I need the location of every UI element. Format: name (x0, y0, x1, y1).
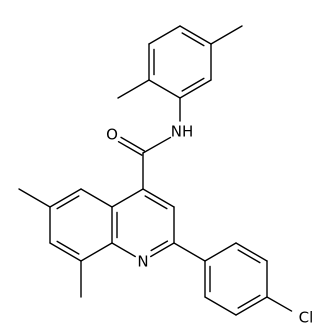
bond (173, 242, 206, 262)
bond (144, 195, 168, 210)
bond (117, 140, 143, 156)
bond (80, 188, 113, 208)
bond (111, 242, 136, 258)
bond (210, 25, 243, 45)
bond (148, 25, 181, 45)
oxygen-label: O (106, 126, 118, 144)
bond (148, 79, 181, 99)
bond (179, 79, 212, 99)
bond (49, 242, 82, 262)
bond (150, 240, 169, 252)
amine-label: NH (171, 123, 194, 141)
bond (204, 296, 237, 316)
bond (237, 249, 261, 264)
bond (204, 242, 237, 262)
nitrogen-label: N (137, 253, 148, 271)
bond (111, 188, 144, 208)
bond (142, 188, 175, 208)
bond (56, 240, 80, 255)
bond (142, 136, 172, 154)
bond (181, 77, 205, 92)
bond (120, 136, 145, 152)
bond (56, 195, 80, 210)
bond (235, 242, 268, 262)
bond (181, 32, 205, 47)
bond (237, 294, 261, 309)
bond (49, 188, 82, 208)
bond (235, 296, 268, 316)
bond (117, 79, 150, 99)
bond (18, 188, 51, 208)
bond (150, 242, 175, 258)
chlorine-label: Cl (299, 309, 314, 327)
bond (80, 242, 113, 262)
bond (266, 296, 293, 312)
bond (179, 25, 212, 45)
